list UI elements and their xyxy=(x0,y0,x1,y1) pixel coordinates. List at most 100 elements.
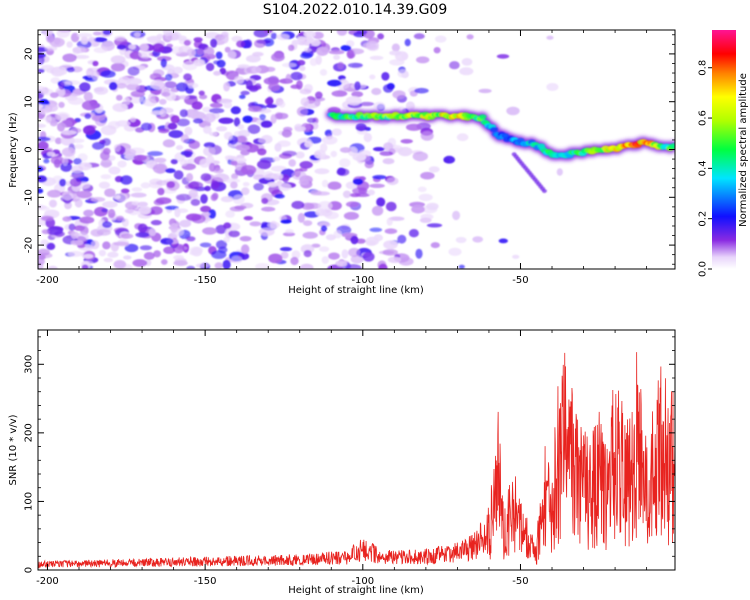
heatmap-noise-cell xyxy=(183,159,191,164)
heatmap-noise-cell xyxy=(204,185,211,192)
heatmap-noise-cell xyxy=(188,188,198,199)
heatmap-noise-cell xyxy=(156,180,169,186)
heatmap-noise-cell xyxy=(369,55,384,61)
heatmap-noise-cell xyxy=(160,237,174,245)
heatmap-noise-cell xyxy=(285,229,294,234)
heatmap-noise-cell xyxy=(170,115,180,124)
heatmap-noise-cell xyxy=(285,73,292,84)
heatmap-noise-cell xyxy=(459,67,474,76)
heatmap-noise-cell xyxy=(56,30,70,38)
heatmap-noise-cell xyxy=(297,212,305,223)
heatmap-noise-cell xyxy=(69,177,82,187)
heatmap-noise-cell xyxy=(299,88,312,95)
heatmap-noise-cell xyxy=(373,101,386,110)
colorbar-tick-label: 0.8 xyxy=(698,60,709,76)
heatmap-noise-cell xyxy=(241,244,250,255)
y-tick-label: -10 xyxy=(24,189,35,205)
heatmap-noise-cell xyxy=(131,187,143,192)
snr-panel: -200 -150 -100 -50 0 100 200 300 Height of str… xyxy=(8,329,676,596)
heatmap-noise-cell xyxy=(135,232,150,238)
heatmap-noise-cell xyxy=(243,216,253,221)
heatmap-noise-cell xyxy=(240,90,250,96)
heatmap-noise-cell xyxy=(134,32,141,38)
heatmap-noise-cell xyxy=(133,154,147,161)
heatmap-noise-cell xyxy=(253,183,264,191)
heatmap-noise-cell xyxy=(455,236,467,244)
heatmap-noise-cell xyxy=(38,55,45,65)
heatmap-noise-cell xyxy=(178,45,192,54)
heatmap-noise-cell xyxy=(546,35,554,40)
heatmap-noise-cell xyxy=(345,201,359,208)
heatmap-noise-cell xyxy=(242,182,250,187)
heatmap-noise-cell xyxy=(230,160,238,166)
heatmap-noise-cell xyxy=(92,31,102,36)
heatmap-noise-cell xyxy=(68,223,76,231)
heatmap-noise-cell xyxy=(93,87,105,92)
heatmap-noise-cell xyxy=(70,138,85,144)
heatmap-noise-cell xyxy=(70,165,84,174)
heatmap-noise-cell xyxy=(274,143,282,152)
heatmap-noise-cell xyxy=(342,190,352,199)
heatmap-noise-cell xyxy=(138,205,152,215)
heatmap-noise-cell xyxy=(153,157,167,163)
heatmap-noise-cell xyxy=(311,243,321,248)
heatmap-noise-cell xyxy=(128,44,136,50)
heatmap-noise-cell xyxy=(391,43,400,52)
heatmap-noise-cell xyxy=(62,190,74,201)
heatmap-noise-cell xyxy=(291,200,305,210)
heatmap-noise-cell xyxy=(302,231,318,239)
heatmap-noise-cell xyxy=(386,217,393,226)
heatmap-noise-cell xyxy=(205,62,215,72)
heatmap-noise-cell xyxy=(113,194,121,200)
heatmap-noise-cell xyxy=(239,236,252,242)
heatmap-noise-cell xyxy=(64,80,81,86)
heatmap-noise-cell xyxy=(261,221,269,228)
heatmap-noise-cell xyxy=(227,50,237,60)
heatmap-noise-cell xyxy=(240,149,250,156)
heatmap-noise-cell xyxy=(321,256,329,264)
heatmap-noise-cell xyxy=(58,81,65,90)
heatmap-noise-cell xyxy=(102,221,112,229)
heatmap-noise-cell xyxy=(456,133,469,142)
heatmap-noise-cell xyxy=(96,229,111,236)
heatmap-noise-cell xyxy=(546,83,559,91)
heatmap-noise-cell xyxy=(266,96,274,105)
heatmap-noise-cell xyxy=(247,124,261,134)
heatmap-noise-cell xyxy=(92,142,105,150)
x-tick-label: -100 xyxy=(351,275,374,286)
heatmap-noise-cell xyxy=(301,202,315,210)
heatmap-noise-cell xyxy=(371,205,384,216)
heatmap-noise-cell xyxy=(91,41,99,47)
heatmap-noise-cell xyxy=(430,242,440,249)
heatmap-noise-cell xyxy=(255,263,270,269)
heatmap-noise-cell xyxy=(318,221,331,228)
heatmap-noise-cell xyxy=(102,201,118,208)
heatmap-noise-cell xyxy=(147,151,163,157)
heatmap-noise-cell xyxy=(114,35,126,41)
heatmap-noise-cell xyxy=(411,205,425,214)
heatmap-noise-cell xyxy=(100,174,112,180)
heatmap-noise-cell xyxy=(199,242,212,248)
heatmap-noise-cell xyxy=(346,49,355,59)
heatmap-noise-cell xyxy=(180,134,189,144)
heatmap-noise-cell xyxy=(209,102,223,108)
heatmap-noise-cell xyxy=(162,139,176,148)
heatmap-noise-cell xyxy=(84,113,92,119)
heatmap-noise-cell xyxy=(343,211,359,220)
heatmap-noise-cell xyxy=(230,255,243,264)
heatmap-noise-cell xyxy=(148,228,157,237)
heatmap-noise-cell xyxy=(336,168,350,177)
heatmap-noise-cell xyxy=(124,208,134,214)
heatmap-noise-cell xyxy=(67,97,84,105)
heatmap-noise-cell xyxy=(274,193,285,199)
heatmap-noise-cell xyxy=(184,126,193,136)
heatmap-noise-cell xyxy=(80,36,89,45)
heatmap-noise-cell xyxy=(354,81,361,91)
heatmap-noise-cell xyxy=(261,197,269,204)
heatmap-noise-cell xyxy=(306,117,317,124)
y-tick-label: 10 xyxy=(24,95,35,108)
heatmap-noise-cell xyxy=(137,201,148,207)
heatmap-noise-cell xyxy=(186,236,196,242)
heatmap-noise-cell xyxy=(209,131,218,137)
heatmap-noise-cell xyxy=(113,259,127,269)
